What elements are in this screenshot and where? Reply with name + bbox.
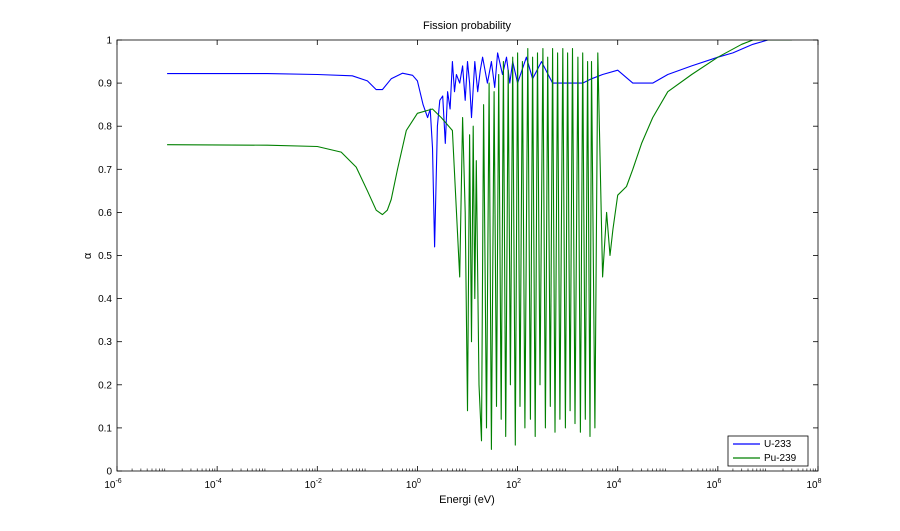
y-tick-label: 0.9 — [98, 79, 112, 90]
y-tick-label: 0.5 — [98, 251, 112, 262]
legend-box — [727, 435, 809, 467]
chart-title: Fission probability — [423, 20, 512, 32]
x-tick-label: 106 — [706, 478, 721, 491]
x-tick-label: 100 — [406, 478, 421, 491]
x-tick-label: 10-6 — [104, 478, 121, 491]
y-tick-label: 0.8 — [98, 122, 112, 133]
x-tick-label: 10-2 — [305, 478, 322, 491]
y-tick-label: 0.4 — [98, 294, 112, 305]
x-axis-label: Energi (eV) — [439, 494, 495, 506]
series-line-pu239 — [167, 40, 792, 450]
y-tick-label: 0.1 — [98, 423, 112, 434]
x-tick-label: 108 — [806, 478, 821, 491]
x-tick-label: 10-4 — [204, 478, 221, 491]
x-tick-label: 104 — [606, 478, 621, 491]
x-axis: 10-6 10-4 10-2 100 102 104 106 108 — [104, 40, 822, 491]
y-tick-label: 1 — [106, 36, 112, 47]
legend-label-u233: U-233 — [764, 439, 792, 450]
y-tick-label: 0.3 — [98, 337, 112, 348]
y-tick-label: 0.7 — [98, 165, 112, 176]
y-tick-label: 0.2 — [98, 380, 112, 391]
y-axis-label: α — [82, 252, 94, 259]
legend: U-233 Pu-239 — [727, 435, 809, 467]
y-tick-label: 0.6 — [98, 208, 112, 219]
legend-label-pu239: Pu-239 — [764, 453, 797, 464]
x-tick-label: 102 — [506, 478, 521, 491]
series-layer — [167, 40, 792, 450]
y-tick-label: 0 — [106, 467, 112, 478]
series-line-u233 — [167, 40, 792, 248]
y-axis: 0 0.1 0.2 0.3 0.4 0.5 0.6 0.7 0.8 0.9 1 — [98, 36, 818, 478]
